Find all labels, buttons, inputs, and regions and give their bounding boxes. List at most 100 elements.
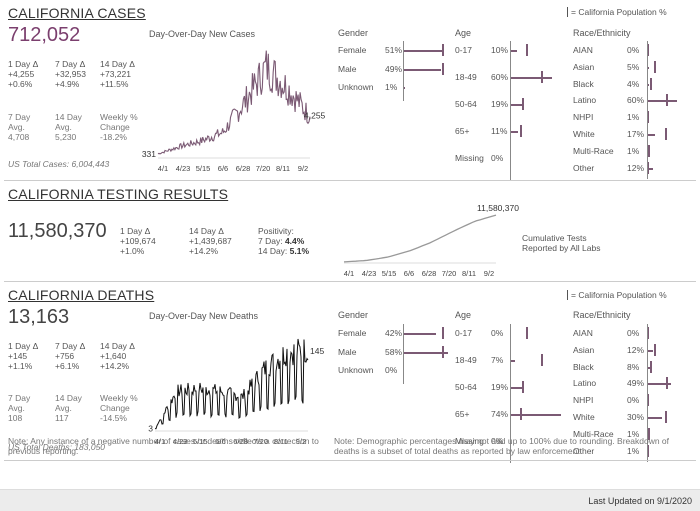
legend-text: = California Population %: [571, 7, 667, 17]
age-axis: [510, 324, 511, 463]
age-axis: [510, 41, 511, 180]
tests-chart-x-tick: 8/11: [462, 269, 476, 278]
race-label: Other: [573, 445, 595, 456]
gender-axis: [403, 324, 404, 384]
deaths-chart-x-tick: 4/1: [155, 437, 165, 446]
gender-label: Unknown: [338, 365, 374, 375]
race-value: 49%: [627, 378, 645, 389]
race-pop-marker: [665, 128, 668, 140]
race-pop-marker: [649, 360, 652, 373]
cases-chart: 4/1 4/23 5/15 6/6 6/28 7/20 8/11 9/2 331 4,255: [142, 50, 326, 173]
age-label: 50-64: [455, 382, 477, 392]
cases-chart-x-tick: 7/20: [256, 164, 271, 173]
age-label: 50-64: [455, 99, 477, 109]
race-bar: [647, 349, 653, 352]
deaths-weekly-change: Weekly % Change -14.5%: [100, 393, 138, 423]
cases-chart-start-label: 331: [142, 149, 156, 159]
note-right: Note: Demographic percentages may not ad…: [334, 436, 670, 456]
deaths-chart-title: Day-Over-Day New Deaths: [149, 311, 259, 321]
race-pop-marker: [647, 144, 650, 157]
tests-chart-x-tick: 5/15: [382, 269, 397, 278]
cases-chart-x-tick: 4/1: [158, 164, 168, 173]
tests-chart-x-tick: 6/28: [422, 269, 437, 278]
divider: [4, 180, 696, 181]
deaths-chart-x-tick: 6/6: [215, 437, 225, 446]
cases-race-header: Race/Ethnicity: [573, 28, 631, 38]
testing-stat-1: 1 Day Δ +109,674 +1.0%: [120, 226, 156, 256]
cases-chart-x-tick: 4/23: [176, 164, 191, 173]
deaths-chart-x-tick: 8/11: [274, 437, 288, 446]
age-pop-marker: [525, 327, 528, 339]
deaths-chart-x-tick: 7/20: [253, 437, 268, 446]
age-bar: [510, 77, 552, 79]
race-bar: [647, 100, 677, 103]
cases-section-title: CALIFORNIA CASES: [8, 5, 146, 21]
race-value: 0%: [627, 395, 640, 406]
gender-bar: [403, 351, 449, 354]
testing-stat-14: 14 Day Δ +1,439,687 +14.2%: [189, 226, 232, 256]
race-label: AIAN: [573, 328, 593, 338]
gender-label: Male: [338, 346, 357, 357]
age-pop-marker: [519, 125, 522, 137]
age-bar: [510, 131, 518, 133]
race-value: 60%: [627, 95, 645, 106]
deaths-age-header: Age: [455, 310, 472, 320]
age-pop-marker: [522, 98, 525, 110]
age-value: 74%: [491, 409, 509, 419]
legend-text: = California Population %: [571, 290, 667, 300]
race-axis: [647, 324, 648, 463]
cases-stat-1: 1 Day Δ +4,255 +0.6%: [8, 59, 39, 89]
race-label: Black: [573, 361, 594, 372]
race-value: 12%: [627, 344, 645, 355]
deaths-chart-x-tick: 6/28: [233, 437, 248, 446]
race-label: Black: [573, 78, 594, 89]
race-label: White: [573, 412, 595, 422]
note-left: Note: Any instance of a negative number …: [8, 436, 319, 456]
race-value: 30%: [627, 412, 645, 422]
gender-pop-marker: [442, 327, 444, 339]
deaths-us-total: US Total Deaths: 183,050: [8, 442, 106, 452]
race-value: 0%: [627, 45, 640, 55]
deaths-chart-x-tick: 9/2: [296, 437, 306, 446]
cases-chart-x-tick: 8/11: [276, 164, 290, 173]
legend-marker: [567, 7, 568, 17]
age-pop-marker: [522, 381, 525, 393]
race-value: 1%: [627, 445, 640, 456]
race-pop-marker: [647, 394, 650, 407]
deaths-stat-14: 14 Day Δ +1,640 +14.2%: [100, 341, 135, 371]
race-value: 4%: [627, 78, 640, 89]
cases-chart-x-tick: 6/6: [218, 164, 228, 173]
deaths-chart-x-tick: 4/23: [173, 437, 188, 446]
gender-pop-marker: [442, 62, 444, 75]
gender-label: Female: [338, 328, 367, 338]
race-pop-marker: [647, 161, 650, 174]
cases-chart-title: Day-Over-Day New Cases: [149, 29, 256, 39]
cases-stat-14: 14 Day Δ +73,221 +11.5%: [100, 59, 135, 89]
race-pop-marker: [654, 60, 657, 73]
last-updated: Last Updated on 9/1/2020: [588, 496, 692, 506]
age-pop-marker: [541, 354, 544, 366]
divider: [4, 281, 696, 282]
age-pop-marker: [541, 71, 544, 83]
cases-weekly-change: Weekly % Change -18.2%: [100, 112, 138, 142]
race-bar: [647, 417, 662, 419]
race-value: 1%: [627, 145, 640, 156]
age-label: 65+: [455, 126, 470, 136]
deaths-chart-x-tick: 5/15: [193, 437, 208, 446]
deaths-gender-header: Gender: [338, 310, 369, 320]
race-pop-marker: [647, 44, 650, 56]
gender-value: 49%: [385, 63, 403, 74]
cases-stat-7: 7 Day Δ +32,953 +4.9%: [55, 59, 86, 89]
tests-chart-end-label: 11,580,370: [477, 205, 519, 213]
gender-bar: [403, 333, 436, 335]
deaths-avg-7: 7 Day Avg. 108: [8, 393, 31, 423]
deaths-stat-1: 1 Day Δ +145 +1.1%: [8, 341, 39, 371]
tests-chart-line: [343, 214, 497, 263]
cases-gender-header: Gender: [338, 28, 369, 38]
cases-chart-line: [157, 50, 311, 155]
testing-cumulative-label: Cumulative Tests Reported by All Labs: [522, 233, 601, 253]
race-pop-marker: [647, 427, 650, 440]
race-label: Latino: [573, 378, 597, 389]
age-value: 19%: [491, 99, 509, 109]
gender-value: 58%: [385, 346, 403, 357]
